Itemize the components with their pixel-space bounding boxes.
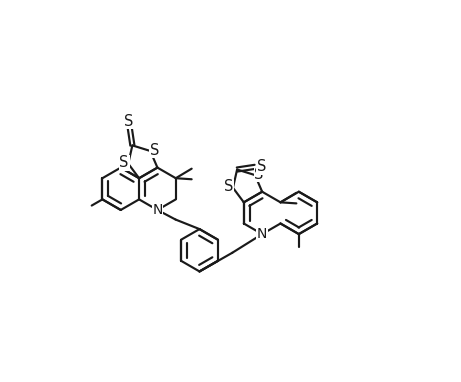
Text: S: S	[224, 180, 234, 194]
Text: S: S	[119, 155, 129, 170]
Text: S: S	[150, 142, 159, 158]
Text: N: N	[257, 227, 267, 241]
Text: S: S	[254, 167, 264, 182]
Text: N: N	[152, 203, 163, 217]
Text: S: S	[257, 159, 266, 174]
Text: S: S	[124, 113, 133, 129]
